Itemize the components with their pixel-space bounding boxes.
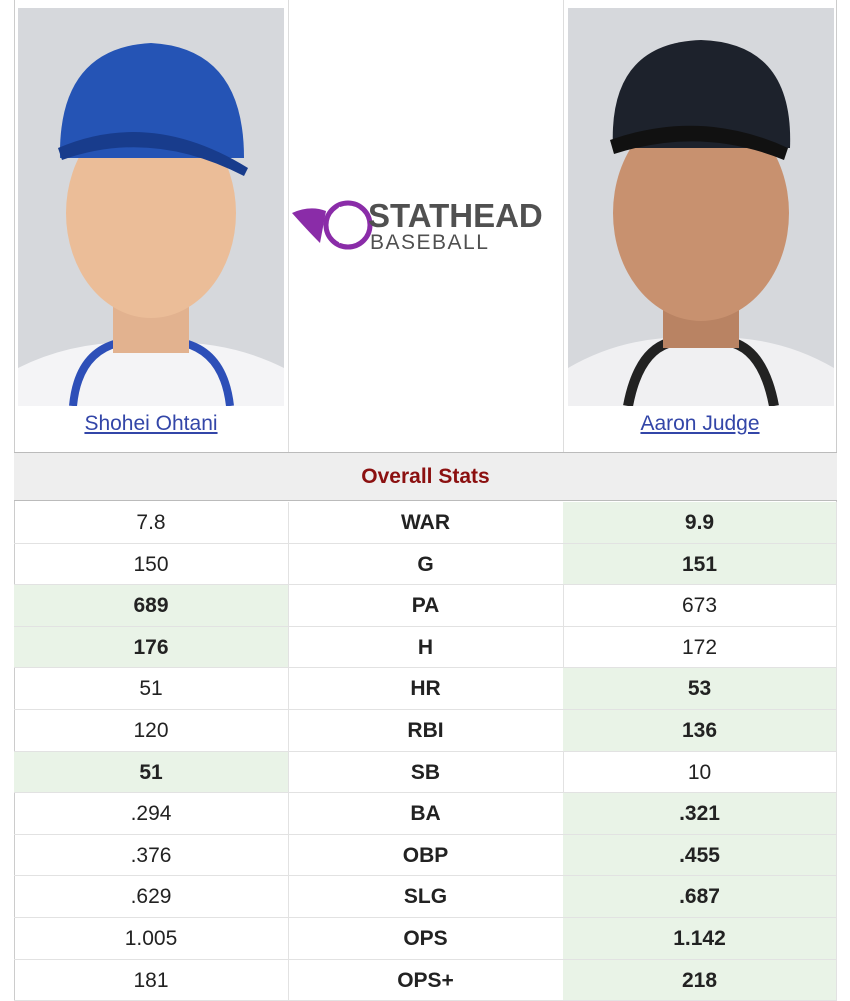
stat-value: .321 <box>563 793 837 835</box>
stat-label: G <box>288 543 564 586</box>
stat-value: 136 <box>563 710 837 752</box>
stat-label: WAR <box>288 502 564 544</box>
stat-value: 1.005 <box>14 918 289 960</box>
section-header: Overall Stats <box>14 452 837 501</box>
stat-label: OPS+ <box>288 959 564 1001</box>
stat-value: 181 <box>14 959 289 1001</box>
player-name[interactable]: Aaron Judge <box>640 412 760 435</box>
player-photo <box>568 8 834 406</box>
stat-value: 176 <box>14 626 289 669</box>
player-photo <box>18 8 284 406</box>
stat-label: OBP <box>288 834 564 877</box>
stat-label: RBI <box>288 710 564 752</box>
divider <box>288 0 289 452</box>
stat-label: H <box>288 626 564 669</box>
stat-label: BA <box>288 793 564 835</box>
stat-value: .376 <box>14 834 289 877</box>
stat-value: 53 <box>563 668 837 710</box>
stat-value: .455 <box>563 834 837 877</box>
player-name[interactable]: Shohei Ohtani <box>84 412 218 435</box>
stat-value: .629 <box>14 876 289 918</box>
stat-label: PA <box>288 585 564 627</box>
stat-value: 673 <box>563 585 837 627</box>
stat-label: HR <box>288 668 564 710</box>
stat-value: 9.9 <box>563 502 837 544</box>
stat-value: 1.142 <box>563 918 837 960</box>
stat-value: 218 <box>563 959 837 1001</box>
stat-value: 51 <box>14 751 289 794</box>
stat-value: .687 <box>563 876 837 918</box>
stat-value: 120 <box>14 710 289 752</box>
logo-sport: BASEBALL <box>370 231 489 254</box>
divider <box>563 0 564 452</box>
stat-value: 150 <box>14 543 289 586</box>
stat-value: 7.8 <box>14 502 289 544</box>
stat-value: 172 <box>563 626 837 669</box>
stat-label: SB <box>288 751 564 794</box>
logo: STATHEAD BASEBALL <box>292 197 543 254</box>
stat-value: 51 <box>14 668 289 710</box>
stat-label: OPS <box>288 918 564 960</box>
stat-label: SLG <box>288 876 564 918</box>
stat-value: .294 <box>14 793 289 835</box>
stat-value: 151 <box>563 543 837 586</box>
stat-value: 689 <box>14 585 289 627</box>
stat-value: 10 <box>563 751 837 794</box>
logo-brand: STATHEAD <box>368 197 543 234</box>
